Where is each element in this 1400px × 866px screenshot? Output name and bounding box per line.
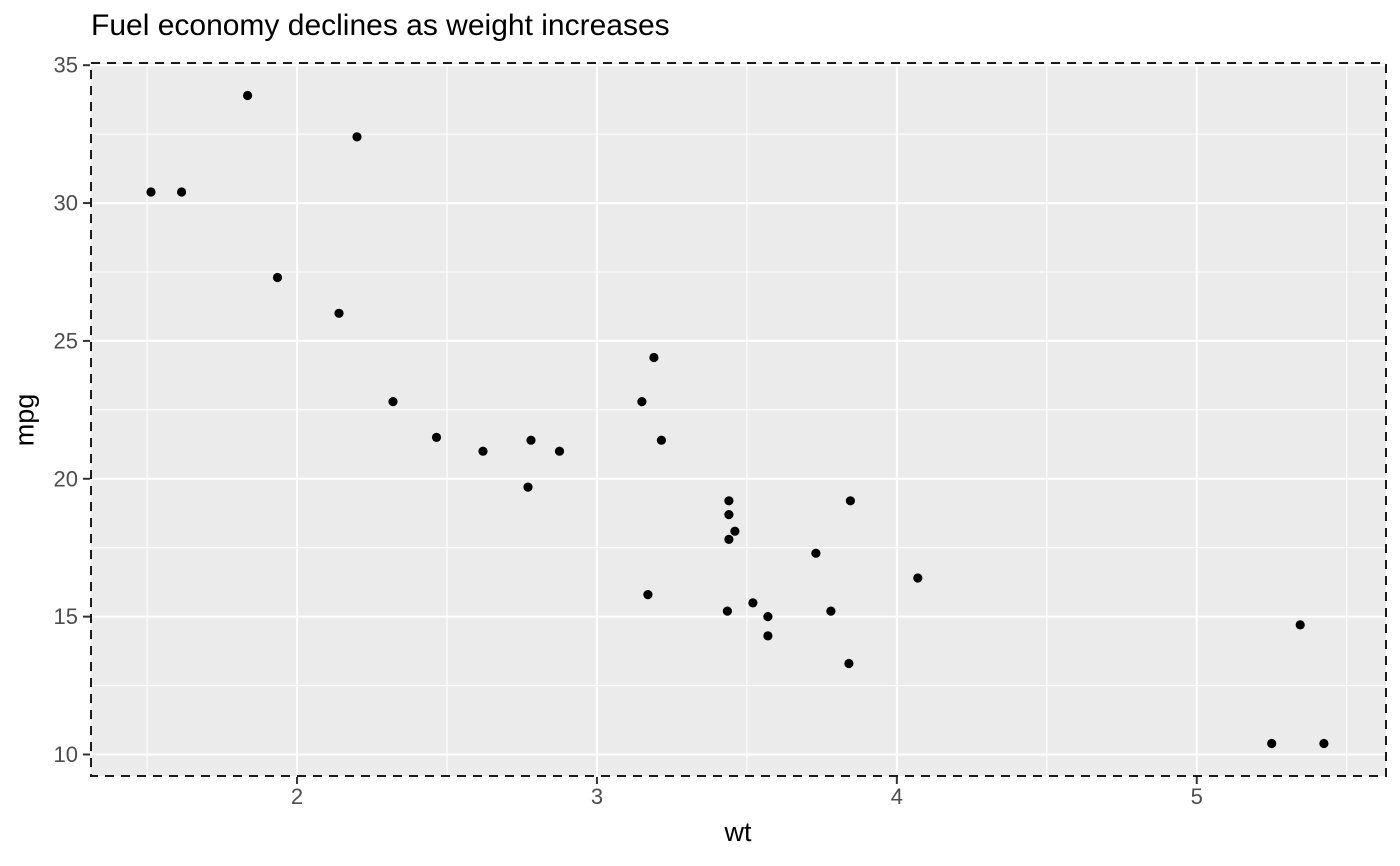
panel-border [90, 62, 1387, 777]
data-point [763, 631, 773, 641]
data-point [243, 90, 253, 101]
data-point [177, 187, 187, 197]
x-axis-tick-label: 3 [591, 784, 603, 809]
data-point [845, 496, 856, 506]
data-point [146, 187, 156, 197]
data-point [724, 496, 734, 506]
data-point [478, 446, 488, 456]
data-point [722, 606, 733, 616]
y-axis-tick-label: 10 [54, 742, 78, 767]
y-axis-tick-label: 30 [54, 191, 78, 216]
data-point [656, 435, 667, 445]
x-axis-tick-label: 4 [891, 784, 903, 809]
y-axis-tick-label: 35 [54, 53, 78, 78]
data-point [1295, 620, 1305, 630]
panel-background [91, 63, 1386, 776]
chart-title: Fuel economy declines as weight increase… [91, 9, 670, 42]
data-point [637, 397, 647, 407]
data-point [523, 482, 533, 492]
data-point [913, 573, 923, 583]
data-point [643, 590, 653, 600]
data-point [1319, 738, 1329, 749]
data-point [554, 446, 565, 456]
y-axis-tick-label: 25 [54, 328, 78, 353]
data-point [526, 435, 536, 445]
data-point [334, 308, 344, 318]
y-axis-title: mpg [9, 393, 40, 447]
data-point [748, 598, 758, 608]
y-axis-tick-label: 15 [54, 604, 78, 629]
x-axis-tick-label: 5 [1191, 784, 1203, 809]
x-axis-title: wt [724, 817, 752, 847]
data-point [811, 548, 821, 558]
data-point [763, 612, 773, 622]
y-axis-tick-label: 20 [54, 466, 78, 491]
data-point [649, 352, 659, 363]
data-point [272, 272, 283, 283]
data-point [1267, 738, 1277, 749]
data-point [844, 658, 854, 669]
data-point [730, 526, 740, 536]
data-point [431, 432, 442, 442]
data-point [826, 606, 836, 616]
x-axis-tick-label: 2 [291, 784, 303, 809]
data-point [724, 534, 734, 545]
data-point [724, 509, 734, 520]
data-point [388, 397, 398, 407]
data-point [352, 132, 362, 142]
